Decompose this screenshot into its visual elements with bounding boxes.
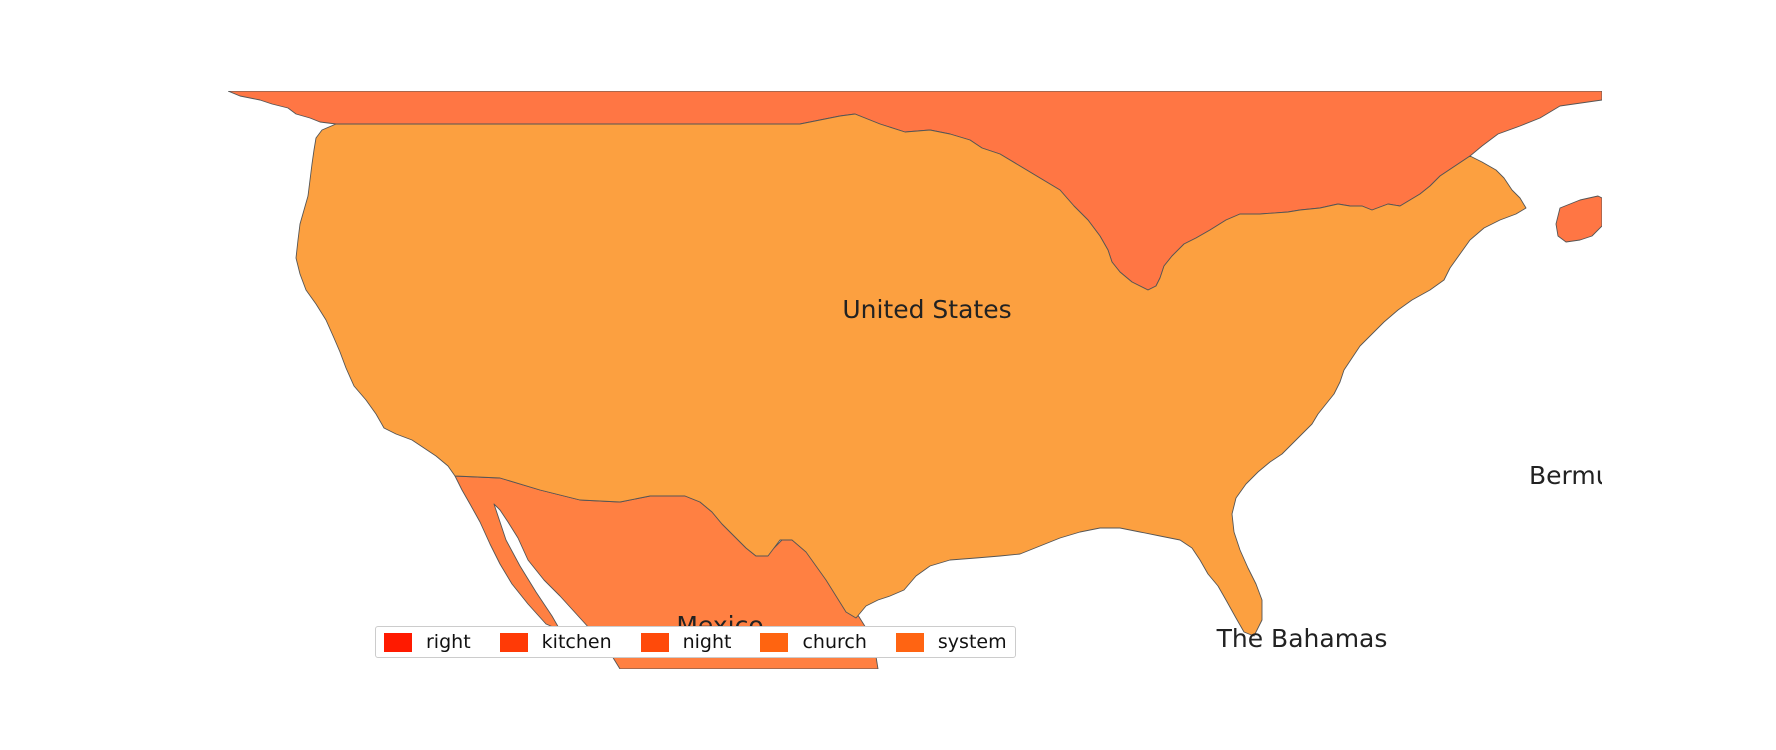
legend-swatch <box>640 632 669 652</box>
legend-label: right <box>426 631 471 653</box>
bahamas-label: The Bahamas <box>1216 624 1388 653</box>
bermuda-label: Bermu <box>1529 461 1612 490</box>
united-states-label: United States <box>842 295 1011 324</box>
legend-item-kitchen: kitchen <box>497 631 612 653</box>
map-legend: right kitchen night church system <box>375 626 1016 658</box>
legend-label: night <box>682 631 732 653</box>
legend-swatch <box>384 632 412 652</box>
legend-label: kitchen <box>541 631 612 653</box>
legend-item-right: right <box>381 631 471 653</box>
legend-item-church: church <box>757 631 867 653</box>
legend-swatch <box>895 632 924 652</box>
legend-label: church <box>802 631 867 653</box>
legend-label: system <box>937 631 1007 653</box>
newfoundland-region <box>1555 195 1602 243</box>
legend-item-system: system <box>893 631 1007 653</box>
united-states-region <box>295 113 1527 637</box>
legend-swatch <box>499 632 528 652</box>
legend-swatch <box>760 632 789 652</box>
legend-item-night: night <box>638 631 732 653</box>
